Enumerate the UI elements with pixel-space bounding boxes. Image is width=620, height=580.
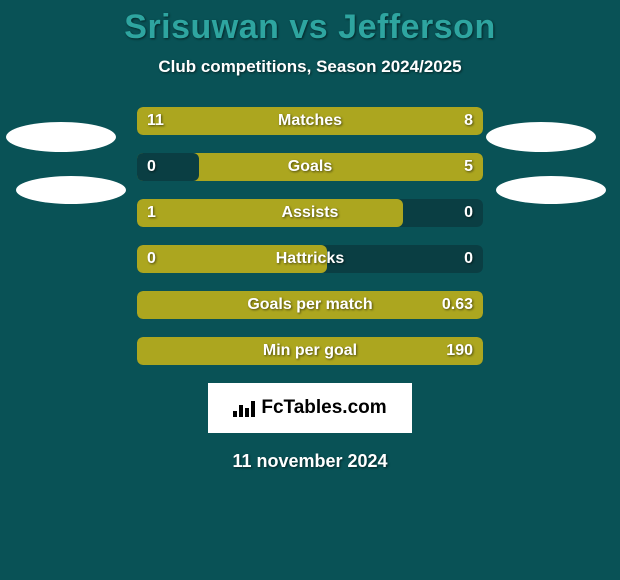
stat-right-value: 5: [464, 153, 473, 181]
stat-row: 0Goals5: [137, 153, 483, 181]
stat-row: Goals per match0.63: [137, 291, 483, 319]
avatar-placeholder: [486, 122, 596, 152]
stat-row: 0Hattricks0: [137, 245, 483, 273]
stat-label: Goals per match: [137, 291, 483, 319]
subtitle: Club competitions, Season 2024/2025: [0, 57, 620, 77]
stat-label: Min per goal: [137, 337, 483, 365]
stat-right-value: 0: [464, 199, 473, 227]
stat-row: 11Matches8: [137, 107, 483, 135]
stat-label: Assists: [137, 199, 483, 227]
stat-right-value: 0: [464, 245, 473, 273]
stat-row: 1Assists0: [137, 199, 483, 227]
avatar-placeholder: [6, 122, 116, 152]
stat-right-value: 0.63: [442, 291, 473, 319]
stat-label: Hattricks: [137, 245, 483, 273]
date-text: 11 november 2024: [0, 451, 620, 472]
player-right-name: Jefferson: [338, 8, 496, 46]
avatar-placeholder: [496, 176, 606, 204]
comparison-card: Srisuwan vs Jefferson Club competitions,…: [0, 0, 620, 580]
title-sep: vs: [289, 8, 328, 46]
stat-row: Min per goal190: [137, 337, 483, 365]
stats-list: 11Matches80Goals51Assists00Hattricks0Goa…: [137, 107, 483, 365]
stat-right-value: 8: [464, 107, 473, 135]
stat-right-value: 190: [446, 337, 473, 365]
page-title: Srisuwan vs Jefferson: [0, 0, 620, 47]
logo-text: FcTables.com: [261, 397, 386, 419]
stat-label: Matches: [137, 107, 483, 135]
stat-label: Goals: [137, 153, 483, 181]
avatar-placeholder: [16, 176, 126, 204]
logo-box: FcTables.com: [208, 383, 412, 433]
player-left-name: Srisuwan: [124, 8, 279, 46]
bars-icon: [233, 399, 255, 417]
